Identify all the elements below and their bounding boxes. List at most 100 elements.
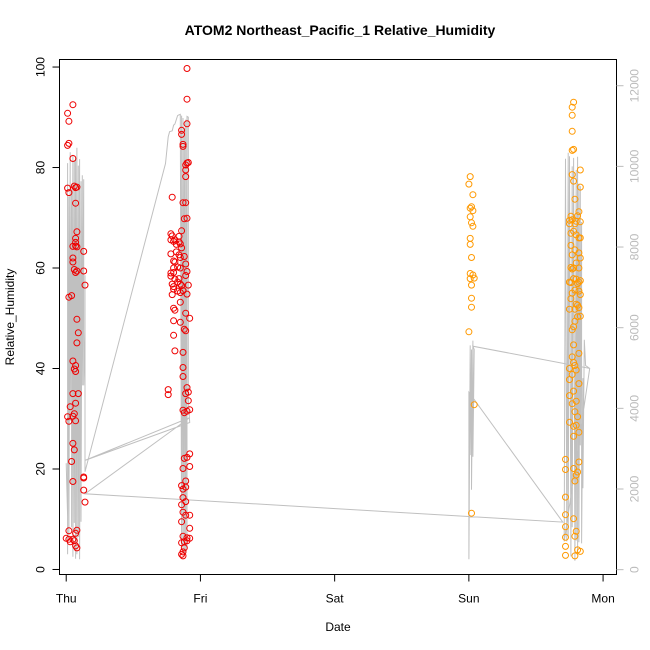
data-point <box>68 458 76 465</box>
data-point <box>571 195 579 203</box>
data-point <box>178 482 186 490</box>
data-point <box>562 455 569 463</box>
data-point <box>574 413 582 421</box>
data-point <box>179 552 187 560</box>
x-tick-label: Sat <box>326 592 345 606</box>
data-point <box>178 518 186 526</box>
data-point <box>183 65 191 72</box>
data-point <box>81 281 89 289</box>
data-point <box>186 314 194 322</box>
data-point <box>168 193 176 201</box>
data-point <box>178 227 186 235</box>
data-point <box>64 184 72 192</box>
data-point <box>575 304 583 312</box>
data-point <box>562 533 569 541</box>
data-point <box>72 417 80 425</box>
data-point <box>576 291 584 299</box>
data-point <box>575 287 583 295</box>
data-point <box>183 95 191 103</box>
data-point <box>570 465 578 472</box>
data-point <box>568 171 576 179</box>
data-point <box>182 309 190 317</box>
data-point <box>576 254 584 262</box>
data-point <box>562 523 569 531</box>
data-point <box>179 140 187 148</box>
data-point <box>69 478 77 485</box>
data-point <box>465 180 473 188</box>
data-point <box>72 238 80 246</box>
data-point <box>69 390 77 398</box>
data-point <box>568 127 576 135</box>
data-point <box>182 272 190 279</box>
data-point <box>178 126 186 134</box>
data-point <box>170 285 178 293</box>
data-point <box>186 463 194 470</box>
data-point <box>170 317 178 325</box>
data-point <box>566 365 573 372</box>
data-point <box>184 397 192 405</box>
data-point <box>182 327 190 335</box>
data-point <box>80 486 88 494</box>
data-point <box>68 292 76 300</box>
data-point <box>469 222 477 230</box>
data-point <box>69 101 77 109</box>
data-point <box>184 159 192 166</box>
data-point <box>468 254 475 261</box>
data-point <box>572 421 580 429</box>
y2-tick-label: 4000 <box>628 395 642 422</box>
data-point <box>73 526 81 534</box>
x-axis-label: Date <box>325 620 351 634</box>
data-point <box>73 243 81 251</box>
data-point <box>65 527 73 535</box>
data-point <box>566 392 573 400</box>
data-point <box>180 215 188 223</box>
data-point <box>170 283 178 291</box>
data-point <box>575 458 583 466</box>
data-point <box>572 366 580 374</box>
x-tick-label: Thu <box>56 592 77 606</box>
data-point <box>176 280 184 288</box>
data-point <box>575 349 583 357</box>
data-point <box>571 362 579 369</box>
data-point <box>469 207 477 215</box>
x-tick-label: Sun <box>458 592 479 606</box>
data-point <box>74 390 82 398</box>
data-point <box>164 391 172 399</box>
depth-line <box>65 113 591 561</box>
data-point <box>576 234 584 242</box>
y-tick-label: 80 <box>34 161 48 175</box>
data-point <box>64 141 72 149</box>
data-point <box>170 269 178 276</box>
data-point <box>175 238 183 246</box>
data-point <box>72 542 80 550</box>
data-point <box>178 130 186 138</box>
y-tick-label: 40 <box>34 362 48 376</box>
data-point <box>570 341 578 349</box>
data-point <box>568 146 576 154</box>
data-point <box>72 199 80 207</box>
data-point <box>176 318 184 326</box>
data-point <box>69 535 77 543</box>
data-point <box>183 120 191 128</box>
data-point <box>176 240 184 248</box>
data-point <box>568 103 576 111</box>
data-point <box>186 406 194 414</box>
data-point <box>69 155 77 162</box>
data-point <box>178 244 186 252</box>
data-point <box>73 315 81 323</box>
depth-line-layer <box>65 113 591 561</box>
data-point <box>562 542 569 550</box>
data-point <box>179 348 187 356</box>
data-point <box>574 468 582 476</box>
data-point <box>170 257 178 265</box>
data-point <box>184 388 192 396</box>
data-point <box>182 173 190 181</box>
data-point <box>466 173 474 181</box>
data-point <box>179 465 187 472</box>
y2-tick-label: 12000 <box>628 69 642 103</box>
data-point <box>470 274 478 282</box>
data-point <box>576 166 584 174</box>
data-point <box>576 277 584 285</box>
data-point <box>178 282 186 290</box>
data-point <box>164 386 172 394</box>
